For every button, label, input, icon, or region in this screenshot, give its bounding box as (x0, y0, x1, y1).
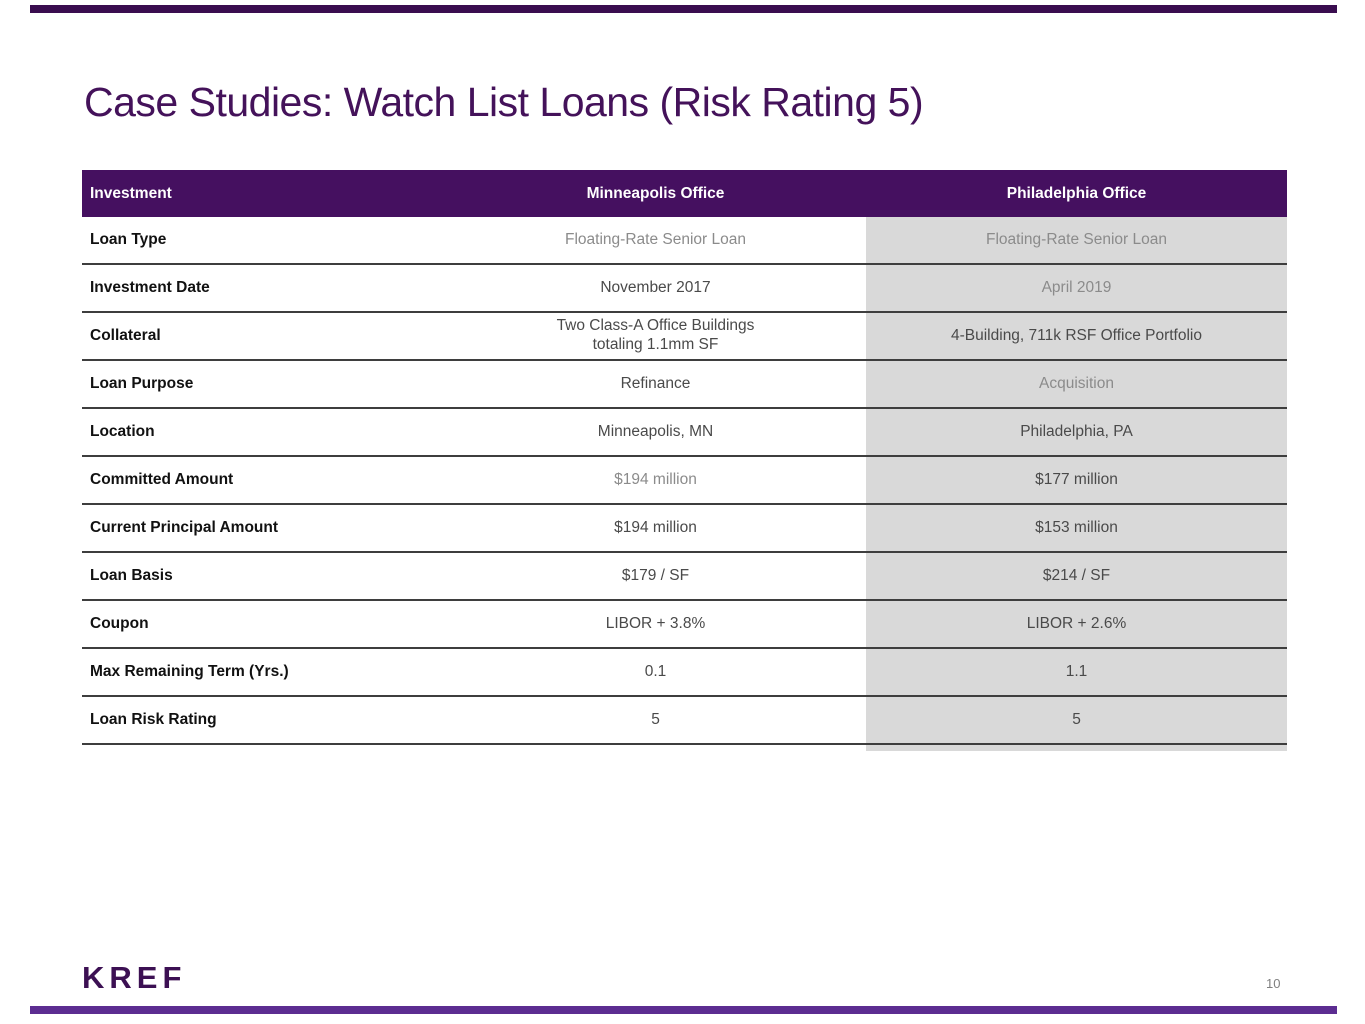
row-label: Loan Basis (90, 567, 173, 584)
table-header-row: Investment Minneapolis Office Philadelph… (82, 170, 1287, 217)
kref-logo: KREF (82, 960, 187, 995)
column-header-investment: Investment (90, 184, 172, 202)
top-accent-strip (30, 5, 1337, 13)
philadelphia-value: $177 million (1035, 470, 1118, 488)
row-label: Collateral (90, 327, 161, 344)
row-label: Max Remaining Term (Yrs.) (90, 663, 289, 680)
table-row: Location Minneapolis, MN Philadelphia, P… (82, 409, 1287, 457)
row-label: Loan Purpose (90, 375, 194, 392)
row-label: Loan Type (90, 231, 167, 248)
philadelphia-value: 4-Building, 711k RSF Office Portfolio (951, 326, 1202, 344)
table-row: Committed Amount $194 million $177 milli… (82, 457, 1287, 505)
minneapolis-value: LIBOR + 3.8% (605, 614, 706, 632)
philadelphia-value: $214 / SF (1042, 566, 1111, 584)
minneapolis-value: $194 million (614, 518, 697, 536)
table-row: Loan Basis $179 / SF $214 / SF (82, 553, 1287, 601)
table-row: Collateral Two Class-A Office Buildings … (82, 313, 1287, 361)
row-label: Coupon (90, 615, 149, 632)
philadelphia-value: 1.1 (1065, 662, 1088, 680)
column-header-philadelphia: Philadelphia Office (1006, 184, 1147, 202)
row-label: Committed Amount (90, 471, 234, 488)
row-label: Current Principal Amount (90, 519, 279, 536)
case-studies-table: Investment Minneapolis Office Philadelph… (82, 170, 1287, 751)
minneapolis-value: Minneapolis, MN (597, 422, 714, 440)
row-label: Investment Date (90, 279, 210, 296)
philadelphia-column-footer (866, 745, 1287, 751)
philadelphia-value: Philadelphia, PA (1020, 422, 1133, 440)
minneapolis-value: Floating-Rate Senior Loan (565, 230, 746, 248)
philadelphia-value: LIBOR + 2.6% (1026, 614, 1127, 632)
philadelphia-value: $153 million (1035, 518, 1118, 536)
minneapolis-value: November 2017 (600, 278, 711, 296)
row-label: Loan Risk Rating (90, 711, 217, 728)
minneapolis-value: $194 million (614, 470, 697, 488)
table-row: Loan Type Floating-Rate Senior Loan Floa… (82, 217, 1287, 265)
philadelphia-value: 5 (1072, 710, 1081, 728)
minneapolis-value: Refinance (620, 374, 691, 392)
minneapolis-value: $179 / SF (621, 566, 690, 584)
philadelphia-value: April 2019 (1041, 278, 1112, 296)
table-row: Current Principal Amount $194 million $1… (82, 505, 1287, 553)
minneapolis-value: Two Class-A Office Buildings totaling 1.… (556, 317, 755, 353)
minneapolis-value: 5 (651, 710, 660, 728)
column-header-minneapolis: Minneapolis Office (586, 184, 725, 202)
table-row: Coupon LIBOR + 3.8% LIBOR + 2.6% (82, 601, 1287, 649)
table-row: Loan Purpose Refinance Acquisition (82, 361, 1287, 409)
table-row: Investment Date November 2017 April 2019 (82, 265, 1287, 313)
philadelphia-value: Floating-Rate Senior Loan (986, 230, 1167, 248)
page-title: Case Studies: Watch List Loans (Risk Rat… (84, 79, 924, 126)
page-number: 10 (1266, 976, 1281, 991)
row-label: Location (90, 423, 155, 440)
bottom-accent-strip (30, 1006, 1337, 1014)
table-row: Loan Risk Rating 5 5 (82, 697, 1287, 745)
table-row: Max Remaining Term (Yrs.) 0.1 1.1 (82, 649, 1287, 697)
minneapolis-value: 0.1 (644, 662, 667, 680)
philadelphia-value: Acquisition (1039, 374, 1114, 392)
